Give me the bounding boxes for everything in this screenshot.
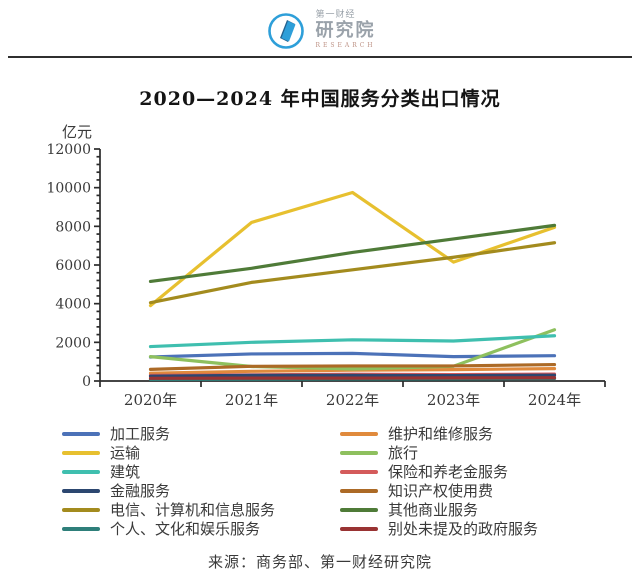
legend-swatch	[62, 469, 100, 474]
series-line-2	[148, 190, 557, 308]
line-chart: 0 2000 4000 6000 8000 10000 12000 2020年 2021年 202…	[46, 142, 606, 409]
logo-brand-sub: RESEARCH	[315, 42, 376, 49]
series-line-3	[148, 328, 557, 371]
legend-item: 维护和维修服务	[340, 424, 602, 443]
chart-title: 2020—2024 年中国服务分类出口情况	[139, 88, 501, 110]
y-tick-label: 8000	[55, 219, 91, 235]
legend-item: 别处未提及的政府服务	[340, 519, 602, 538]
x-category-label: 2024年	[528, 391, 581, 409]
legend-label: 建筑	[110, 463, 141, 481]
series-line-11	[148, 376, 557, 380]
legend-label: 别处未提及的政府服务	[388, 520, 539, 538]
legend-item: 加工服务	[62, 424, 340, 443]
source-note: 来源：商务部、第一财经研究院	[207, 553, 432, 571]
legend-swatch	[62, 507, 100, 512]
legend-label: 金融服务	[110, 482, 171, 500]
header-divider	[8, 56, 632, 58]
legend-item: 金融服务	[62, 481, 340, 500]
legend-swatch	[340, 526, 378, 531]
series-line-4	[148, 334, 557, 349]
legend-label: 其他商业服务	[388, 501, 479, 519]
legend-item: 电信、计算机和信息服务	[62, 500, 340, 519]
yicai-logo-mark-icon	[268, 13, 305, 49]
legend-swatch	[340, 450, 378, 455]
chart-legend: 加工服务 维护和维修服务运输 旅行建筑 保险和养老金服务金融服务 知识产权使用费电信、计…	[62, 424, 602, 538]
legend-item: 个人、文化和娱乐服务	[62, 519, 340, 538]
y-tick-label: 4000	[55, 297, 91, 313]
legend-label: 旅行	[388, 444, 419, 462]
y-axis-unit-label: 亿元	[62, 123, 93, 141]
series-line-0	[148, 351, 557, 359]
y-tick-label: 2000	[55, 335, 91, 351]
legend-label: 维护和维修服务	[388, 425, 494, 443]
yicai-logo-text: 第一财经 研究院 RESEARCH	[315, 11, 375, 49]
series-line-9	[148, 223, 557, 284]
legend-label: 个人、文化和娱乐服务	[110, 520, 261, 538]
legend-item: 知识产权使用费	[340, 481, 602, 500]
series-line-6	[148, 373, 557, 378]
yicai-logo: 第一财经 研究院 RESEARCH	[0, 5, 640, 55]
legend-item: 旅行	[340, 443, 602, 462]
legend-item: 运输	[62, 443, 340, 462]
legend-swatch	[340, 469, 378, 474]
legend-swatch	[62, 488, 100, 493]
legend-label: 电信、计算机和信息服务	[110, 501, 276, 519]
y-tick-label: 0	[82, 374, 91, 390]
x-category-label: 2022年	[326, 391, 379, 409]
legend-swatch	[62, 526, 100, 531]
series-line-7	[148, 362, 557, 371]
y-tick-label: 10000	[46, 181, 91, 197]
x-category-label: 2020年	[124, 391, 177, 409]
legend-item: 建筑	[62, 462, 340, 481]
legend-swatch	[340, 507, 378, 512]
legend-swatch	[340, 488, 378, 493]
series-line-8	[148, 241, 557, 305]
logo-brand-top: 第一财经	[315, 10, 356, 20]
legend-label: 加工服务	[110, 425, 171, 443]
legend-label: 知识产权使用费	[388, 482, 494, 500]
legend-swatch	[62, 431, 100, 436]
legend-label: 运输	[110, 444, 141, 462]
legend-label: 保险和养老金服务	[388, 463, 509, 481]
legend-swatch	[340, 431, 378, 436]
y-tick-label: 12000	[46, 142, 91, 158]
legend-item: 其他商业服务	[340, 500, 602, 519]
y-tick-label: 6000	[55, 258, 91, 274]
x-category-label: 2023年	[427, 391, 480, 409]
legend-item: 保险和养老金服务	[340, 462, 602, 481]
legend-swatch	[62, 450, 100, 455]
logo-brand-main: 研究院	[315, 20, 376, 41]
x-category-label: 2021年	[225, 391, 278, 409]
